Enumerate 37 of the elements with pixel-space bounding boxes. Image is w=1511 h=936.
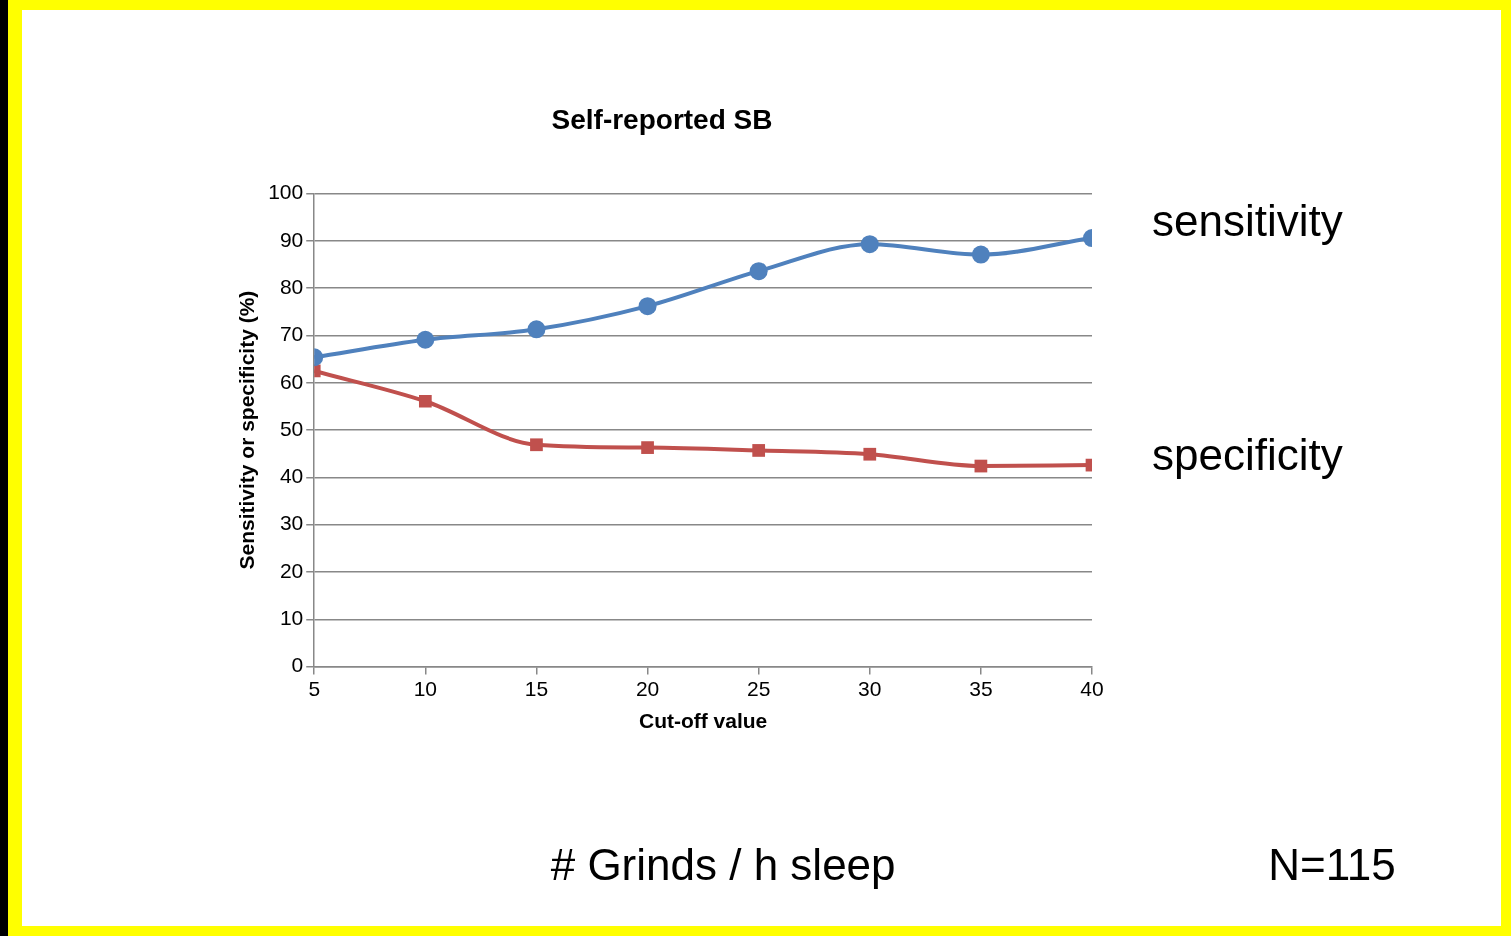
- y-tick-label: 30: [279, 511, 304, 535]
- x-tick-label: 5: [308, 677, 321, 700]
- y-tick-label: 60: [279, 369, 304, 393]
- point: [971, 245, 990, 264]
- x-tick-label: 40: [1080, 677, 1104, 700]
- y-tick-label: 20: [279, 558, 304, 582]
- y-tick-label: 90: [279, 227, 304, 251]
- y-tick-label: 100: [268, 180, 304, 204]
- point: [641, 441, 654, 454]
- point: [752, 444, 766, 457]
- point: [416, 330, 435, 349]
- series-label: specificity: [1152, 430, 1343, 480]
- y-tick-label: 10: [279, 606, 304, 630]
- y-tick-label: 80: [279, 275, 304, 298]
- x-axis-title: Cut-off value: [638, 709, 768, 733]
- point: [863, 447, 877, 461]
- x-tick-label: 25: [746, 677, 771, 700]
- point: [527, 320, 546, 339]
- y-tick-label: 40: [279, 464, 304, 488]
- y-axis-title: Sensitivity or specificity (%): [235, 290, 259, 570]
- x-tick-label: 30: [858, 677, 882, 700]
- x-tick-label: 35: [969, 677, 993, 700]
- text: N=115: [1268, 840, 1396, 890]
- point: [749, 262, 768, 281]
- y-tick-label: 70: [279, 322, 304, 346]
- point: [530, 438, 543, 452]
- point: [860, 235, 879, 254]
- point: [418, 394, 432, 408]
- y-tick-label: 0: [291, 653, 304, 677]
- y-tick-label: 50: [279, 416, 304, 440]
- x-tick-label: 10: [413, 677, 438, 700]
- x-tick-label: 15: [524, 677, 549, 700]
- series-label: sensitivity: [1152, 196, 1343, 246]
- x-tick-label: 20: [635, 677, 660, 700]
- point: [638, 297, 657, 316]
- chart-title: Self-reported SB: [551, 103, 773, 135]
- text: # Grinds / h sleep: [550, 840, 896, 890]
